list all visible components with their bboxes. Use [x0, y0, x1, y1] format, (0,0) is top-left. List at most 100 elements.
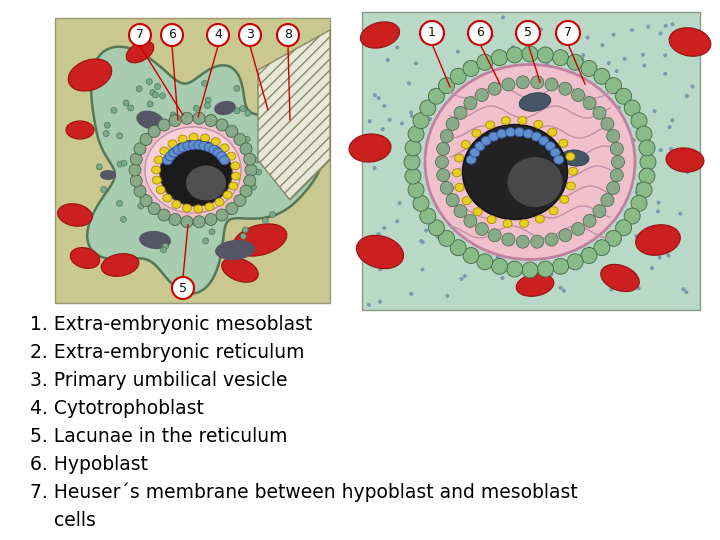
Text: 8: 8 — [284, 29, 292, 42]
Circle shape — [559, 82, 572, 95]
Circle shape — [565, 266, 569, 271]
Circle shape — [472, 102, 475, 105]
Circle shape — [685, 94, 689, 98]
Text: 1: 1 — [428, 26, 436, 39]
Ellipse shape — [173, 145, 183, 154]
Circle shape — [450, 69, 466, 84]
Ellipse shape — [214, 101, 236, 115]
Circle shape — [643, 151, 647, 155]
Ellipse shape — [231, 172, 240, 180]
Ellipse shape — [569, 167, 577, 176]
Circle shape — [242, 227, 248, 233]
Circle shape — [435, 145, 439, 149]
Circle shape — [136, 149, 142, 155]
Circle shape — [163, 243, 168, 249]
Circle shape — [454, 106, 467, 119]
Circle shape — [216, 209, 222, 215]
Circle shape — [204, 103, 210, 109]
Circle shape — [682, 287, 685, 291]
Circle shape — [531, 255, 535, 259]
Circle shape — [503, 138, 508, 142]
Circle shape — [117, 200, 122, 206]
Circle shape — [408, 126, 424, 142]
Circle shape — [628, 286, 631, 289]
Ellipse shape — [559, 195, 569, 204]
Circle shape — [556, 21, 580, 45]
Circle shape — [244, 153, 256, 165]
Circle shape — [127, 105, 134, 111]
Ellipse shape — [204, 143, 214, 152]
Circle shape — [607, 61, 611, 65]
Circle shape — [382, 29, 387, 32]
Ellipse shape — [477, 161, 499, 175]
Circle shape — [580, 122, 585, 126]
Circle shape — [408, 182, 424, 198]
Ellipse shape — [215, 240, 255, 260]
Ellipse shape — [66, 121, 94, 139]
Circle shape — [475, 222, 488, 235]
Circle shape — [548, 110, 552, 113]
Circle shape — [549, 273, 553, 276]
Ellipse shape — [220, 156, 230, 165]
Ellipse shape — [566, 153, 575, 160]
Ellipse shape — [481, 136, 491, 145]
Circle shape — [437, 143, 450, 156]
Circle shape — [405, 140, 421, 156]
Circle shape — [634, 234, 639, 238]
Circle shape — [545, 63, 549, 66]
Circle shape — [631, 195, 647, 211]
Circle shape — [240, 106, 246, 112]
Circle shape — [612, 33, 616, 37]
Circle shape — [615, 69, 618, 73]
Circle shape — [226, 125, 238, 137]
Ellipse shape — [462, 140, 470, 148]
Circle shape — [404, 154, 420, 170]
Circle shape — [500, 276, 505, 280]
Ellipse shape — [669, 28, 711, 56]
Circle shape — [142, 191, 148, 197]
Circle shape — [492, 258, 508, 274]
Ellipse shape — [133, 116, 253, 224]
Circle shape — [409, 292, 413, 296]
Circle shape — [656, 210, 660, 213]
Circle shape — [567, 54, 583, 70]
Circle shape — [227, 180, 233, 186]
Circle shape — [490, 34, 494, 38]
Ellipse shape — [519, 93, 551, 111]
Circle shape — [158, 119, 170, 131]
Circle shape — [463, 247, 479, 264]
Ellipse shape — [182, 204, 192, 212]
Circle shape — [251, 184, 256, 190]
Circle shape — [378, 300, 382, 303]
Circle shape — [606, 231, 621, 246]
Circle shape — [664, 24, 667, 28]
Circle shape — [492, 50, 508, 66]
Circle shape — [630, 28, 634, 32]
Circle shape — [626, 165, 630, 170]
Circle shape — [428, 88, 444, 104]
Circle shape — [373, 166, 377, 170]
Circle shape — [446, 117, 459, 131]
Ellipse shape — [462, 125, 567, 219]
Text: 5. Lacunae in the reticulum: 5. Lacunae in the reticulum — [30, 427, 287, 446]
Ellipse shape — [168, 140, 177, 148]
Circle shape — [516, 222, 520, 226]
Circle shape — [169, 114, 181, 126]
Circle shape — [395, 219, 400, 224]
Circle shape — [130, 175, 143, 187]
Circle shape — [559, 83, 563, 87]
Circle shape — [616, 88, 631, 104]
Ellipse shape — [545, 141, 555, 151]
Circle shape — [624, 208, 640, 224]
Ellipse shape — [550, 148, 560, 157]
Ellipse shape — [205, 203, 214, 211]
Ellipse shape — [514, 127, 524, 137]
Circle shape — [477, 254, 493, 270]
Circle shape — [146, 79, 152, 85]
Polygon shape — [258, 30, 330, 200]
Circle shape — [169, 213, 181, 226]
Circle shape — [561, 112, 565, 116]
Circle shape — [150, 90, 156, 96]
Circle shape — [559, 286, 562, 290]
Circle shape — [590, 250, 594, 254]
